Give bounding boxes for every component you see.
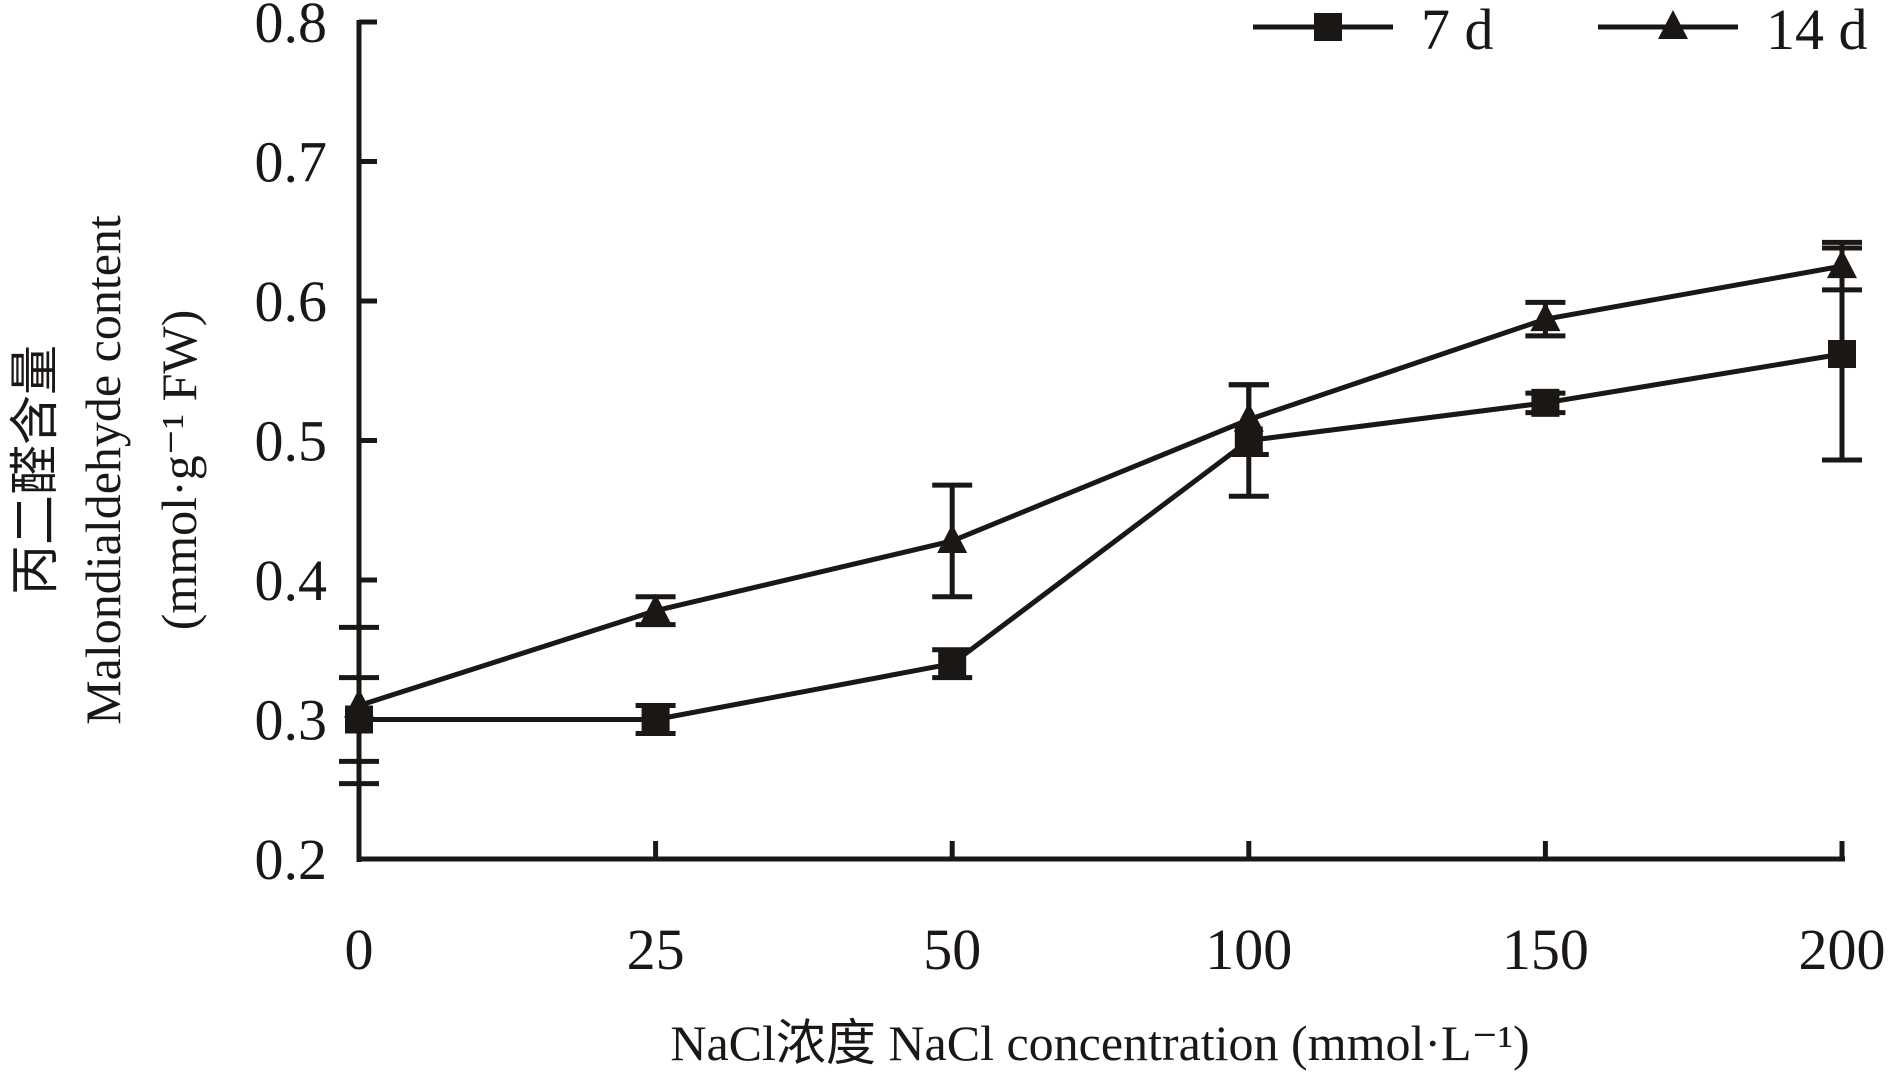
data-point-square <box>641 705 670 734</box>
y-tick-label: 0.5 <box>255 409 328 474</box>
legend-marker-square <box>1314 13 1342 41</box>
y-axis-label-line-1: 丙二醛含量 <box>7 345 63 595</box>
data-point-triangle <box>1233 402 1264 432</box>
x-tick-label: 25 <box>627 917 685 982</box>
y-tick-label: 0.4 <box>255 548 328 613</box>
data-point-triangle <box>640 593 671 623</box>
legend: 7 d 14 d <box>1253 0 1868 62</box>
x-tick-label: 0 <box>345 917 374 982</box>
y-tick-label: 0.2 <box>255 827 328 892</box>
y-tick-label: 0.6 <box>255 269 328 334</box>
x-tick-label: 200 <box>1799 917 1886 982</box>
marks <box>339 239 1862 787</box>
y-tick-label: 0.3 <box>255 688 328 753</box>
series-line-triangle <box>358 263 1843 708</box>
data-point-triangle <box>344 688 374 718</box>
axes: 0.2 0.3 0.4 0.5 0.6 0.7 0.8 0 25 50 100 150 200 <box>255 0 1886 982</box>
x-axis-label: NaCl浓度 NaCl concentration (mmol·L⁻¹) <box>670 1015 1529 1071</box>
data-point-triangle <box>937 523 968 553</box>
y-tick-label: 0.7 <box>255 130 328 195</box>
y-axis-label-line-2: Malondialdehyde content <box>75 215 131 725</box>
data-point-square <box>1531 388 1560 417</box>
y-axis-label-line-3: (mmol·g⁻¹ FW) <box>151 310 207 631</box>
data-point-square <box>938 649 967 678</box>
legend-label-triangle: 14 d <box>1766 0 1868 62</box>
y-axis-label: 丙二醛含量 Malondialdehyde content (mmol·g⁻¹ … <box>7 215 207 725</box>
data-point-triangle <box>1530 302 1561 332</box>
x-tick-label: 50 <box>923 917 981 982</box>
series-line-square <box>359 351 1843 722</box>
data-point-triangle <box>1827 249 1857 279</box>
x-tick-label: 100 <box>1205 917 1292 982</box>
legend-label-square: 7 d <box>1421 0 1494 62</box>
x-tick-label: 150 <box>1502 917 1589 982</box>
legend-marker-triangle <box>1658 10 1688 39</box>
data-point-square <box>1828 340 1856 369</box>
y-tick-label: 0.8 <box>255 0 328 55</box>
